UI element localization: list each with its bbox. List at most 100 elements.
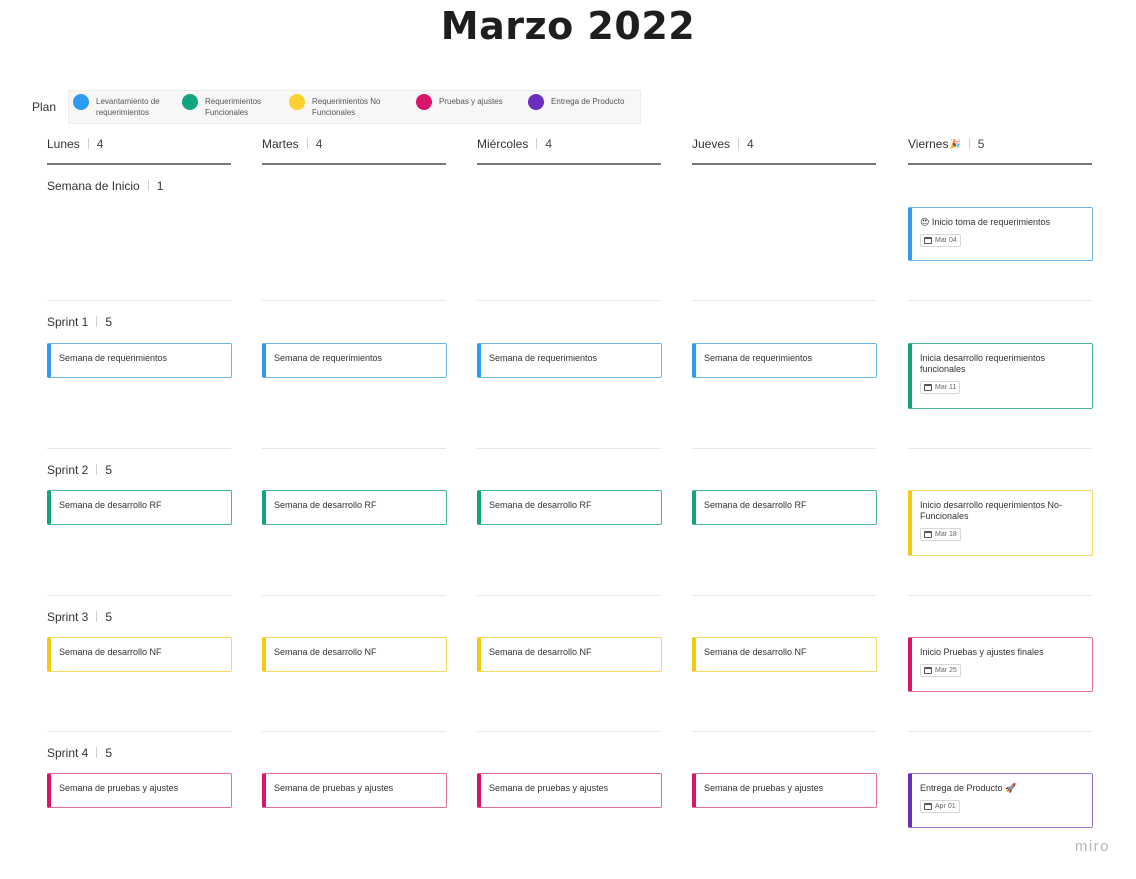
date-chip[interactable]: Mar 18 [920,528,961,541]
row-divider [262,300,446,301]
card-text: Semana de pruebas y ajustes [59,783,179,793]
legend-text-line: Funcionales [312,108,356,117]
legend-item-levantamiento[interactable]: Levantamiento de requerimientos [69,94,178,122]
date-chip[interactable]: Mar 04 [920,234,961,247]
card-text: Semana de desarrollo NF [274,647,377,657]
day-count: 4 [315,137,323,151]
row-divider [477,731,661,732]
row-divider [908,595,1092,596]
heart-eyes-icon: 😍 [920,217,930,227]
card-sprint4-jueves[interactable]: Semana de pruebas y ajustes [692,773,877,808]
card-sprint2-lunes[interactable]: Semana de desarrollo RF [47,490,232,525]
card-text: Semana de desarrollo NF [489,647,592,657]
legend-item-entrega[interactable]: Entrega de Producto [524,94,640,122]
card-sprint2-martes[interactable]: Semana de desarrollo RF [262,490,447,525]
row-name: Sprint 2 [47,463,89,477]
card-text: Semana de desarrollo RF [274,500,377,510]
date-label: Mar 18 [935,531,957,538]
legend-dot [73,94,90,110]
day-name: Martes [262,137,299,151]
row-label-semana-inicio: Semana de Inicio 1 [47,179,163,193]
row-divider [47,448,231,449]
card-sprint1-martes[interactable]: Semana de requerimientos [262,343,447,378]
legend-text-line: Funcionales [205,108,249,117]
legend-box: Levantamiento de requerimientos Requerimi… [68,90,642,124]
card-sprint1-miercoles[interactable]: Semana de requerimientos [477,343,662,378]
legend-label: Plan [32,100,57,114]
day-header-lunes: Lunes 4 [47,137,231,165]
card-sprint1-lunes[interactable]: Semana de requerimientos [47,343,232,378]
date-label: Apr 01 [935,803,956,810]
legend-item-pruebas[interactable]: Pruebas y ajustes [412,94,524,122]
card-sprint2-miercoles[interactable]: Semana de desarrollo RF [477,490,662,525]
card-text: Inicia desarrollo requerimientos funcion… [920,353,1046,374]
row-count: 5 [105,463,113,477]
legend-text-line: Entrega de Producto [551,97,625,106]
legend: Plan Levantamiento de requerimientos Requ… [32,90,642,124]
card-sprint3-viernes[interactable]: Inicio Pruebas y ajustes finales Mar 25 [908,637,1093,692]
card-text: Entrega de Producto [920,783,1003,793]
card-sprint3-martes[interactable]: Semana de desarrollo NF [262,637,447,672]
card-sprint2-viernes[interactable]: Inicio desarrollo requerimientos No-Func… [908,490,1093,556]
legend-text-line: Levantamiento de [96,97,160,106]
row-divider [47,595,231,596]
card-text: Inicio toma de requerimientos [931,217,1050,227]
date-label: Mar 25 [935,667,957,674]
card-sprint4-lunes[interactable]: Semana de pruebas y ajustes [47,773,232,808]
card-sprint3-lunes[interactable]: Semana de desarrollo NF [47,637,232,672]
row-divider [262,448,446,449]
row-label-sprint-1: Sprint 1 5 [47,315,112,329]
card-sprint2-jueves[interactable]: Semana de desarrollo RF [692,490,877,525]
day-count: 4 [96,137,104,151]
miro-watermark: miro [1074,838,1110,855]
card-text: Inicio desarrollo requerimientos No-Func… [920,500,1063,521]
date-chip[interactable]: Mar 11 [920,381,961,394]
row-count: 5 [105,746,113,760]
card-text: Semana de desarrollo RF [489,500,592,510]
row-label-sprint-4: Sprint 4 5 [47,746,112,760]
card-text: Semana de requerimientos [704,353,813,363]
card-sprint1-jueves[interactable]: Semana de requerimientos [692,343,877,378]
day-header-martes: Martes 4 [262,137,446,165]
card-sprint3-jueves[interactable]: Semana de desarrollo NF [692,637,877,672]
card-sprint1-viernes[interactable]: Inicia desarrollo requerimientos funcion… [908,343,1093,409]
row-divider [908,448,1092,449]
row-count: 1 [156,179,164,193]
card-text: Semana de pruebas y ajustes [274,783,394,793]
card-text: Inicio Pruebas y ajustes finales [920,647,1044,657]
card-sprint4-martes[interactable]: Semana de pruebas y ajustes [262,773,447,808]
card-text: Semana de desarrollo RF [704,500,807,510]
card-inicio-toma-requerimientos[interactable]: 😍 Inicio toma de requerimientos Mar 04 [908,207,1093,261]
day-count: 5 [977,137,985,151]
day-header-jueves: Jueves 4 [692,137,876,165]
legend-item-no-funcionales[interactable]: Requerimientos No Funcionales [285,94,412,122]
card-text: Semana de pruebas y ajustes [489,783,609,793]
legend-item-funcionales[interactable]: Requerimientos Funcionales [178,94,285,122]
date-label: Mar 11 [935,384,957,391]
row-divider [692,300,876,301]
date-chip[interactable]: Apr 01 [920,800,960,813]
row-divider [908,731,1092,732]
date-chip[interactable]: Mar 25 [920,664,961,677]
row-divider [262,595,446,596]
day-name: Jueves [692,137,731,151]
row-divider [47,731,231,732]
row-divider [477,448,661,449]
row-name: Sprint 1 [47,315,89,329]
row-divider [908,300,1092,301]
card-text: Semana de requerimientos [59,353,168,363]
legend-text-line: Requerimientos [205,97,262,106]
calendar-icon [924,384,932,391]
row-count: 5 [105,610,113,624]
day-header-viernes: Viernes 🎉 5 [908,137,1092,165]
card-text: Semana de desarrollo NF [704,647,807,657]
card-sprint4-viernes[interactable]: Entrega de Producto 🚀 Apr 01 [908,773,1093,828]
card-sprint4-miercoles[interactable]: Semana de pruebas y ajustes [477,773,662,808]
row-count: 5 [105,315,113,329]
card-sprint3-miercoles[interactable]: Semana de desarrollo NF [477,637,662,672]
legend-text-line: requerimientos [96,108,149,117]
row-label-sprint-2: Sprint 2 5 [47,463,112,477]
rocket-icon: 🚀 [1005,783,1017,793]
row-divider [477,300,661,301]
day-count: 4 [747,137,754,151]
